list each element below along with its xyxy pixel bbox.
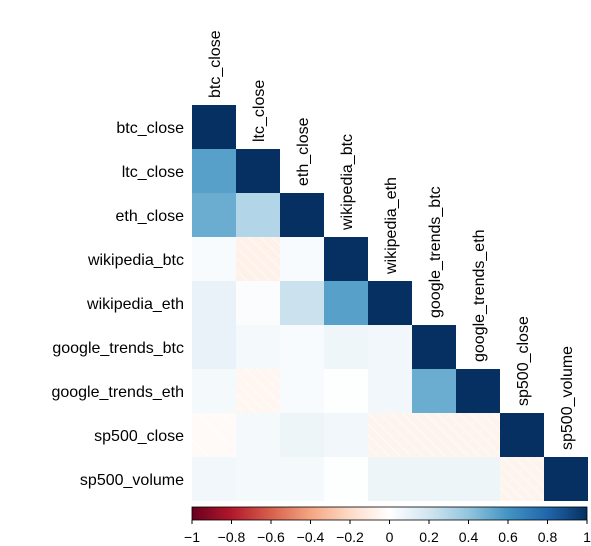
heatmap-cell-google_trends_eth-wikipedia_eth xyxy=(368,369,412,413)
negative-hatch-sp500_close-google_trends_eth xyxy=(456,413,500,457)
heatmap-cell-google_trends_eth-eth_close xyxy=(280,369,324,413)
column-label-google_trends_eth: google_trends_eth xyxy=(471,229,488,362)
negative-hatch-google_trends_eth-ltc_close xyxy=(236,369,280,413)
heatmap-cell-sp500_volume-google_trends_eth xyxy=(456,457,500,501)
row-label-google_trends_eth: google_trends_eth xyxy=(51,384,184,401)
heatmap-cell-google_trends_btc-wikipedia_btc xyxy=(324,325,368,369)
colorbar-tick-label: 0.4 xyxy=(459,529,479,545)
heatmap-cell-btc_close-btc_close xyxy=(192,105,236,149)
row-label-wikipedia_btc: wikipedia_btc xyxy=(87,252,184,269)
column-label-btc_close: btc_close xyxy=(207,30,224,98)
heatmap-cell-sp500_volume-sp500_volume xyxy=(544,457,588,501)
row-label-wikipedia_eth: wikipedia_eth xyxy=(86,296,184,313)
column-label-wikipedia_btc: wikipedia_btc xyxy=(339,134,356,231)
heatmap-cell-wikipedia_eth-wikipedia_btc xyxy=(324,281,368,325)
heatmap-cell-google_trends_eth-wikipedia_btc xyxy=(324,369,368,413)
colorbar-tick-label: −0.2 xyxy=(336,529,364,545)
heatmap-cell-sp500_volume-google_trends_btc xyxy=(412,457,456,501)
heatmap-cell-google_trends_btc-eth_close xyxy=(280,325,324,369)
negative-hatch-sp500_close-google_trends_btc xyxy=(412,413,456,457)
colorbar-tick-label: −0.6 xyxy=(257,529,285,545)
heatmap-cell-eth_close-btc_close xyxy=(192,193,236,237)
column-label-eth_close: eth_close xyxy=(295,117,312,186)
heatmap-cell-google_trends_btc-btc_close xyxy=(192,325,236,369)
heatmap-cell-sp500_volume-btc_close xyxy=(192,457,236,501)
heatmap-cell-sp500_close-wikipedia_btc xyxy=(324,413,368,457)
heatmap-cell-google_trends_btc-ltc_close xyxy=(236,325,280,369)
heatmap-cell-sp500_volume-wikipedia_eth xyxy=(368,457,412,501)
heatmap-cell-eth_close-eth_close xyxy=(280,193,324,237)
heatmap-cell-wikipedia_eth-wikipedia_eth xyxy=(368,281,412,325)
heatmap-cell-ltc_close-ltc_close xyxy=(236,149,280,193)
row-labels: btc_close ltc_close eth_close wikipedia_btc… xyxy=(51,120,184,489)
heatmap-cell-google_trends_eth-google_trends_eth xyxy=(456,369,500,413)
heatmap-cell-sp500_volume-eth_close xyxy=(280,457,324,501)
heatmap-cell-eth_close-ltc_close xyxy=(236,193,280,237)
heatmap-cell-wikipedia_btc-btc_close xyxy=(192,237,236,281)
column-label-sp500_volume: sp500_volume xyxy=(559,346,576,450)
column-label-wikipedia_eth: wikipedia_eth xyxy=(383,177,400,275)
heatmap-cell-sp500_close-eth_close xyxy=(280,413,324,457)
heatmap-cell-sp500_volume-ltc_close xyxy=(236,457,280,501)
diagonal-column-labels: btc_close ltc_close eth_close wikipedia_btc… xyxy=(207,30,576,450)
heatmap-cell-google_trends_btc-google_trends_btc xyxy=(412,325,456,369)
row-label-eth_close: eth_close xyxy=(116,208,185,225)
negative-hatch-sp500_close-wikipedia_eth xyxy=(368,413,412,457)
negative-hatch-sp500_close-btc_close xyxy=(192,413,236,457)
colorbar-tick-label: 0.6 xyxy=(498,529,518,545)
colorbar-tick-label: 0.2 xyxy=(419,529,439,545)
negative-hatch-wikipedia_btc-ltc_close xyxy=(236,237,280,281)
heatmap-cell-google_trends_btc-wikipedia_eth xyxy=(368,325,412,369)
heatmap-cell-google_trends_eth-google_trends_btc xyxy=(412,369,456,413)
negative-hatch-sp500_volume-sp500_close xyxy=(500,457,544,501)
row-label-btc_close: btc_close xyxy=(116,120,184,137)
heatmap-cell-wikipedia_eth-ltc_close xyxy=(236,281,280,325)
colorbar-tick-label: 1 xyxy=(583,529,591,545)
heatmap-cell-wikipedia_eth-eth_close xyxy=(280,281,324,325)
row-label-sp500_close: sp500_close xyxy=(94,428,184,445)
heatmap-cell-google_trends_eth-btc_close xyxy=(192,369,236,413)
colorbar-tick-label: 0.8 xyxy=(538,529,558,545)
column-label-ltc_close: ltc_close xyxy=(251,80,268,142)
row-label-sp500_volume: sp500_volume xyxy=(80,472,184,489)
heatmap-cell-sp500_volume-wikipedia_btc xyxy=(324,457,368,501)
row-label-ltc_close: ltc_close xyxy=(122,164,184,181)
row-label-google_trends_btc: google_trends_btc xyxy=(52,340,184,357)
column-label-google_trends_btc: google_trends_btc xyxy=(427,186,444,318)
heatmap-cell-sp500_close-ltc_close xyxy=(236,413,280,457)
colorbar-tick-label: −0.4 xyxy=(297,529,325,545)
column-label-sp500_close: sp500_close xyxy=(515,316,532,406)
heatmap-cell-sp500_close-sp500_close xyxy=(500,413,544,457)
heatmap-cells xyxy=(192,105,588,501)
colorbar-tick-label: −1 xyxy=(184,529,200,545)
colorbar-tick-label: −0.8 xyxy=(218,529,246,545)
heatmap-cell-wikipedia_btc-wikipedia_btc xyxy=(324,237,368,281)
heatmap-cell-ltc_close-btc_close xyxy=(192,149,236,193)
colorbar: −1 −0.8 −0.6 −0.4 −0.2 0 0.2 0.4 0.6 0.8 1 xyxy=(184,506,591,545)
heatmap-cell-wikipedia_eth-btc_close xyxy=(192,281,236,325)
colorbar-bar xyxy=(191,506,588,521)
colorbar-tick-label: 0 xyxy=(386,529,394,545)
heatmap-cell-wikipedia_btc-eth_close xyxy=(280,237,324,281)
